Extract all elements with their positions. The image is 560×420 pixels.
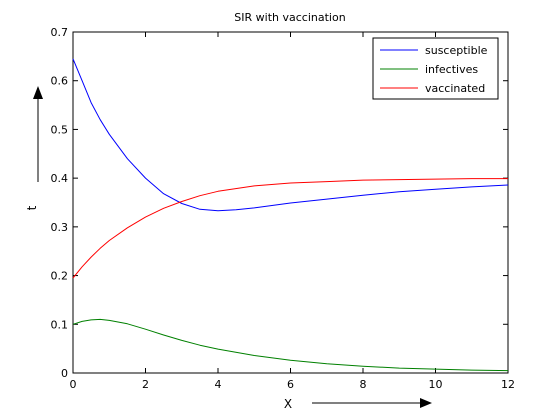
y-arrow-icon xyxy=(33,86,43,182)
y-tick-label: 0.5 xyxy=(51,123,69,136)
legend: susceptible infectives vaccinated xyxy=(372,37,499,100)
y-tick-label: 0.1 xyxy=(51,318,69,331)
y-tick-label: 0.7 xyxy=(51,26,69,39)
x-tick-label: 8 xyxy=(360,378,367,391)
x-tick-label: 2 xyxy=(142,378,149,391)
chart-title: SIR with vaccination xyxy=(234,11,345,24)
y-tick-label: 0 xyxy=(61,367,68,380)
y-tick-label: 0.6 xyxy=(51,75,69,88)
series-lines xyxy=(72,58,509,372)
x-arrow-icon xyxy=(312,398,432,408)
y-tick-label: 0.3 xyxy=(51,221,69,234)
y-axis-label: t xyxy=(25,205,39,210)
legend-label-vaccinated: vaccinated xyxy=(425,82,485,95)
x-tick-label: 12 xyxy=(501,378,515,391)
y-tick-label: 0.4 xyxy=(51,172,69,185)
x-axis-label: X xyxy=(284,397,292,411)
legend-label-susceptible: susceptible xyxy=(425,44,488,57)
y-tick-label: 0.2 xyxy=(51,270,69,283)
series-line-susceptible xyxy=(72,58,509,212)
axis-ticks: 0 2 4 6 8 10 12 0 0.1 0.2 0.3 0.4 0.5 0.6 0.7 xyxy=(51,26,516,391)
x-tick-label: 6 xyxy=(287,378,294,391)
series-line-vaccinated xyxy=(72,178,508,279)
series-line-infectives xyxy=(72,318,509,372)
x-tick-label: 4 xyxy=(215,378,222,391)
x-tick-label: 0 xyxy=(70,378,77,391)
legend-label-infectives: infectives xyxy=(425,63,478,76)
x-tick-label: 10 xyxy=(429,378,443,391)
